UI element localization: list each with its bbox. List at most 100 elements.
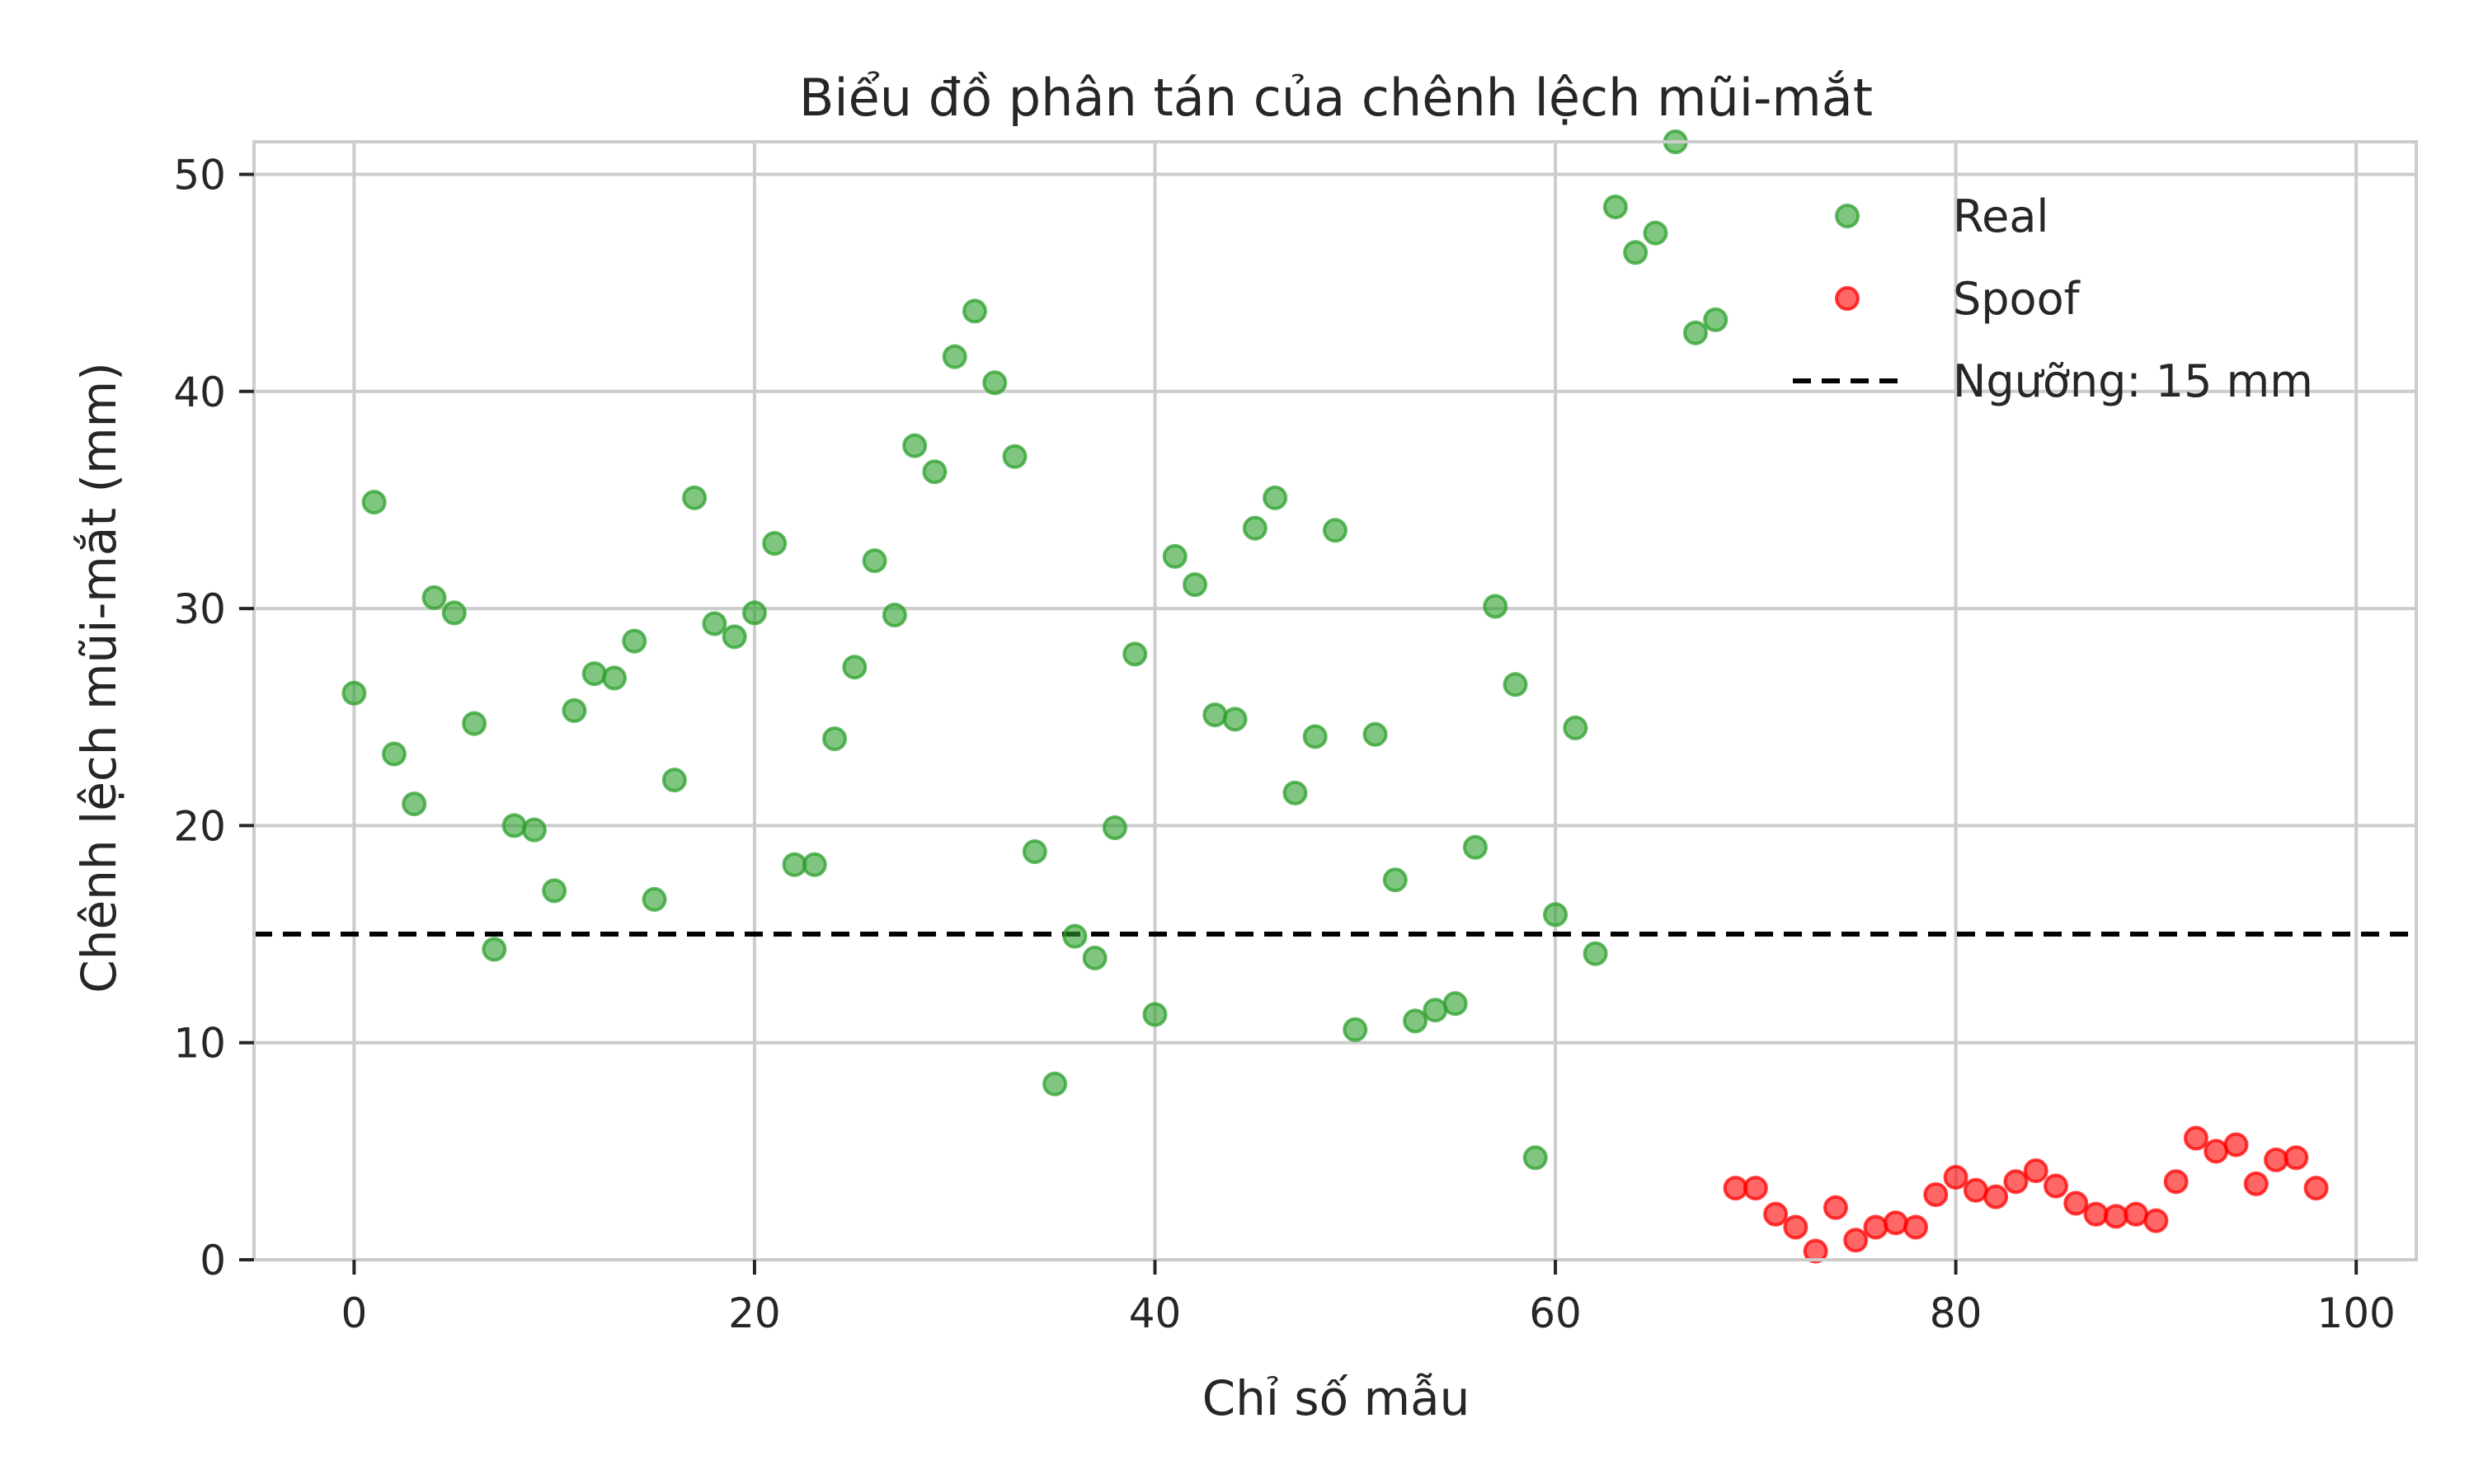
data-point bbox=[1102, 815, 1127, 841]
legend-label-threshold: Ngưỡng: 15 mm bbox=[1953, 355, 2313, 407]
data-point bbox=[1282, 780, 1308, 805]
data-point bbox=[1122, 641, 1148, 667]
data-point bbox=[762, 531, 788, 556]
data-point bbox=[1543, 902, 1569, 928]
x-tick-label: 0 bbox=[341, 1289, 367, 1337]
series-real bbox=[341, 129, 1729, 1171]
data-point bbox=[562, 697, 587, 723]
y-tick-label: 40 bbox=[173, 369, 226, 416]
data-point bbox=[642, 886, 667, 912]
legend-label-real: Real bbox=[1953, 190, 2048, 242]
data-point bbox=[2003, 1169, 2029, 1195]
data-point bbox=[381, 741, 407, 767]
data-point bbox=[1062, 923, 1088, 949]
data-point bbox=[2083, 1201, 2109, 1227]
data-point bbox=[2204, 1139, 2229, 1164]
data-point bbox=[2284, 1145, 2309, 1171]
y-axis-label: Chênh lệch mũi-mắt (mm) bbox=[71, 362, 127, 993]
data-point bbox=[741, 600, 767, 626]
data-point bbox=[542, 878, 567, 904]
data-point bbox=[1302, 724, 1328, 749]
x-tick-label: 80 bbox=[1930, 1289, 1982, 1337]
y-tick-label: 0 bbox=[200, 1237, 226, 1284]
data-point bbox=[521, 817, 547, 843]
y-tick-label: 50 bbox=[173, 151, 226, 199]
data-point bbox=[361, 490, 387, 515]
data-point bbox=[1883, 1210, 1908, 1236]
legend-label-spoof: Spoof bbox=[1953, 273, 2081, 325]
y-tick-label: 20 bbox=[173, 802, 226, 850]
data-point bbox=[421, 585, 447, 610]
data-point bbox=[2223, 1132, 2249, 1158]
data-point bbox=[341, 680, 367, 706]
data-point bbox=[1343, 1017, 1368, 1042]
data-point bbox=[1162, 543, 1188, 569]
data-point bbox=[1863, 1214, 1888, 1240]
data-point bbox=[2163, 1169, 2189, 1195]
data-point bbox=[1823, 1195, 1848, 1220]
data-point bbox=[581, 661, 607, 687]
data-point bbox=[1202, 702, 1228, 728]
data-point bbox=[982, 370, 1008, 396]
data-point bbox=[1483, 594, 1508, 619]
data-point bbox=[441, 600, 467, 626]
data-point bbox=[1503, 672, 1528, 697]
data-point bbox=[962, 298, 987, 324]
data-point bbox=[2243, 1171, 2269, 1196]
data-point bbox=[1423, 998, 1448, 1023]
axis-ticks: 0 20 40 60 80 100 0 10 20 30 40 50 bbox=[173, 151, 2396, 1337]
data-point bbox=[1623, 240, 1649, 265]
plot-frame bbox=[252, 140, 2418, 1261]
data-point bbox=[1743, 1176, 1768, 1201]
data-point bbox=[1803, 1238, 1828, 1264]
data-point bbox=[862, 548, 887, 574]
data-point bbox=[2124, 1201, 2149, 1227]
data-point bbox=[702, 611, 727, 636]
legend: Real Spoof Ngưỡng: 15 mm bbox=[1793, 190, 2313, 407]
data-point bbox=[2044, 1173, 2068, 1199]
data-point bbox=[661, 768, 687, 793]
data-point bbox=[2103, 1204, 2128, 1229]
legend-marker-spoof bbox=[1835, 286, 1860, 311]
data-point bbox=[1563, 715, 1588, 740]
data-point bbox=[1323, 518, 1348, 543]
legend-marker-real bbox=[1835, 204, 1860, 228]
data-point bbox=[1723, 1176, 1748, 1201]
data-point bbox=[402, 791, 427, 817]
data-point bbox=[2063, 1190, 2089, 1216]
data-point bbox=[462, 711, 487, 736]
data-point bbox=[2143, 1208, 2169, 1233]
data-point bbox=[1022, 838, 1047, 864]
data-point bbox=[2023, 1158, 2048, 1184]
data-point bbox=[782, 852, 807, 877]
data-point bbox=[1082, 946, 1108, 971]
data-point bbox=[722, 624, 747, 650]
series-spoof bbox=[1723, 1125, 2329, 1264]
data-point bbox=[1683, 320, 1708, 345]
x-tick-label: 100 bbox=[2316, 1289, 2395, 1337]
data-points bbox=[341, 129, 2329, 1264]
data-point bbox=[1903, 1214, 1929, 1240]
data-point bbox=[1943, 1164, 1968, 1190]
data-point bbox=[822, 726, 848, 752]
chart-title: Biểu đồ phân tán của chênh lệch mũi-mắt bbox=[799, 68, 1873, 128]
data-point bbox=[682, 485, 708, 510]
data-point bbox=[1963, 1177, 1988, 1203]
data-point bbox=[942, 344, 967, 369]
data-point bbox=[1602, 194, 1628, 219]
data-point bbox=[482, 937, 507, 962]
data-point bbox=[1362, 721, 1388, 747]
data-point bbox=[1462, 834, 1488, 860]
data-point bbox=[842, 655, 868, 680]
x-tick-label: 60 bbox=[1529, 1289, 1582, 1337]
data-point bbox=[802, 852, 827, 877]
data-point bbox=[2183, 1125, 2208, 1151]
data-point bbox=[1643, 220, 1668, 246]
data-point bbox=[2303, 1176, 2329, 1201]
data-point bbox=[1583, 941, 1608, 966]
data-point bbox=[1783, 1214, 1808, 1240]
data-point bbox=[1763, 1201, 1789, 1227]
data-point bbox=[1983, 1184, 2009, 1209]
data-point bbox=[1183, 572, 1208, 598]
data-point bbox=[1522, 1145, 1548, 1171]
